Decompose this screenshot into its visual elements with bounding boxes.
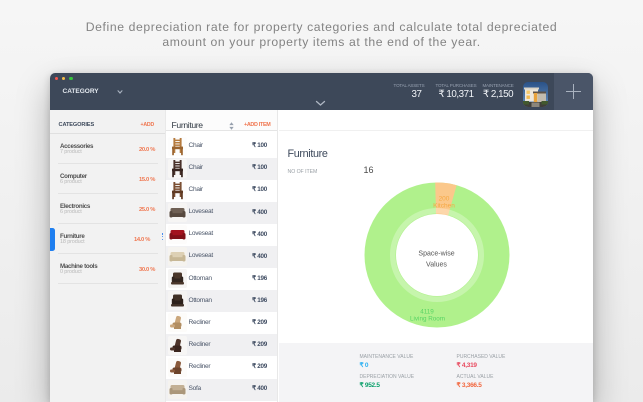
svg-text:Living Room: Living Room	[410, 315, 445, 322]
svg-text:200: 200	[438, 195, 449, 202]
svg-text:Space-wise: Space-wise	[418, 250, 454, 257]
svg-text:Kitchen: Kitchen	[433, 202, 455, 209]
svg-text:Values: Values	[426, 261, 447, 268]
svg-text:4119: 4119	[420, 308, 434, 315]
